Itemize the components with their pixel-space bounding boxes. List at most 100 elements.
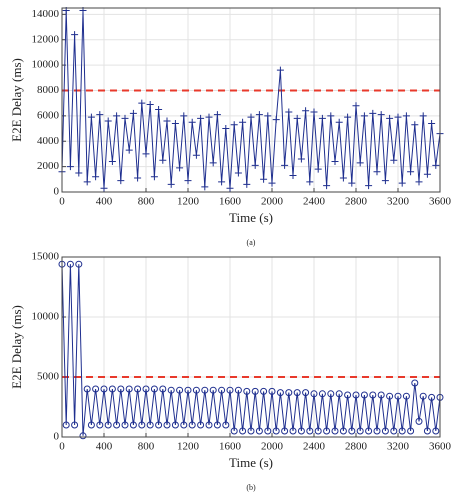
marker — [197, 421, 205, 429]
marker — [365, 427, 373, 435]
marker — [79, 432, 87, 440]
marker — [344, 113, 352, 121]
marker — [129, 109, 137, 117]
marker — [335, 390, 343, 398]
marker — [428, 393, 436, 401]
marker — [100, 385, 108, 393]
marker — [138, 99, 146, 107]
x-axis-label: Time (s) — [229, 210, 273, 225]
marker — [390, 427, 398, 435]
marker — [335, 118, 343, 126]
marker — [142, 150, 150, 158]
marker — [226, 386, 234, 394]
marker — [108, 158, 116, 166]
marker — [117, 177, 125, 185]
y-tick-label: 0 — [54, 186, 60, 198]
marker — [205, 421, 213, 429]
x-tick-label: 800 — [138, 196, 155, 208]
x-tick-label: 400 — [96, 441, 113, 453]
x-tick-label: 2000 — [261, 441, 284, 453]
marker — [167, 180, 175, 188]
y-axis-label: E2E Delay (ms) — [9, 305, 24, 389]
y-tick-label: 10000 — [32, 311, 60, 323]
marker — [327, 390, 335, 398]
marker — [230, 121, 238, 129]
marker — [381, 177, 389, 185]
marker — [310, 390, 318, 398]
y-tick-label: 2000 — [37, 160, 60, 172]
x-tick-label: 2800 — [345, 441, 368, 453]
marker — [180, 112, 188, 120]
marker — [352, 391, 360, 399]
x-tick-label: 2400 — [303, 196, 326, 208]
marker — [197, 114, 205, 122]
marker — [264, 427, 272, 435]
marker — [104, 117, 112, 125]
marker — [293, 389, 301, 397]
marker — [272, 116, 280, 124]
marker — [306, 427, 314, 435]
marker — [155, 421, 163, 429]
marker — [66, 163, 74, 171]
caption: (a) — [247, 238, 256, 247]
marker — [125, 146, 133, 154]
marker — [243, 387, 251, 395]
marker — [83, 178, 91, 186]
marker — [113, 421, 121, 429]
marker — [75, 169, 83, 177]
marker — [369, 391, 377, 399]
marker — [386, 392, 394, 400]
marker — [411, 379, 419, 387]
marker — [377, 111, 385, 119]
marker — [285, 389, 293, 397]
marker — [201, 183, 209, 191]
marker — [71, 421, 79, 429]
marker — [71, 31, 79, 39]
marker — [394, 113, 402, 121]
x-tick-label: 2000 — [261, 196, 284, 208]
marker — [323, 427, 331, 435]
x-axis-label: Time (s) — [229, 455, 273, 470]
marker — [276, 389, 284, 397]
marker — [331, 427, 339, 435]
series-line — [61, 10, 441, 189]
marker — [117, 385, 125, 393]
x-tick-label: 400 — [96, 196, 113, 208]
marker — [260, 175, 268, 183]
series-line — [61, 264, 441, 436]
marker — [423, 427, 431, 435]
marker — [159, 156, 167, 164]
x-tick-label: 800 — [138, 441, 155, 453]
marker — [104, 421, 112, 429]
marker — [176, 386, 184, 394]
marker — [415, 178, 423, 186]
marker — [213, 111, 221, 119]
y-tick-label: 14000 — [32, 8, 60, 20]
marker — [285, 108, 293, 116]
marker — [255, 427, 263, 435]
marker — [327, 112, 335, 120]
marker — [314, 165, 322, 173]
marker — [297, 427, 305, 435]
marker — [251, 161, 259, 169]
marker — [260, 387, 268, 395]
marker — [348, 179, 356, 187]
marker — [398, 179, 406, 187]
marker — [339, 427, 347, 435]
marker — [75, 260, 83, 268]
marker — [146, 421, 154, 429]
marker — [234, 386, 242, 394]
marker — [176, 164, 184, 172]
marker — [230, 427, 238, 435]
y-tick-label: 5000 — [37, 371, 60, 383]
y-tick-label: 10000 — [32, 59, 60, 71]
marker — [218, 386, 226, 394]
marker — [205, 113, 213, 121]
marker — [394, 392, 402, 400]
marker — [125, 385, 133, 393]
marker — [188, 421, 196, 429]
y-tick-label: 12000 — [32, 33, 60, 45]
marker — [243, 180, 251, 188]
marker — [415, 417, 423, 425]
marker — [138, 421, 146, 429]
